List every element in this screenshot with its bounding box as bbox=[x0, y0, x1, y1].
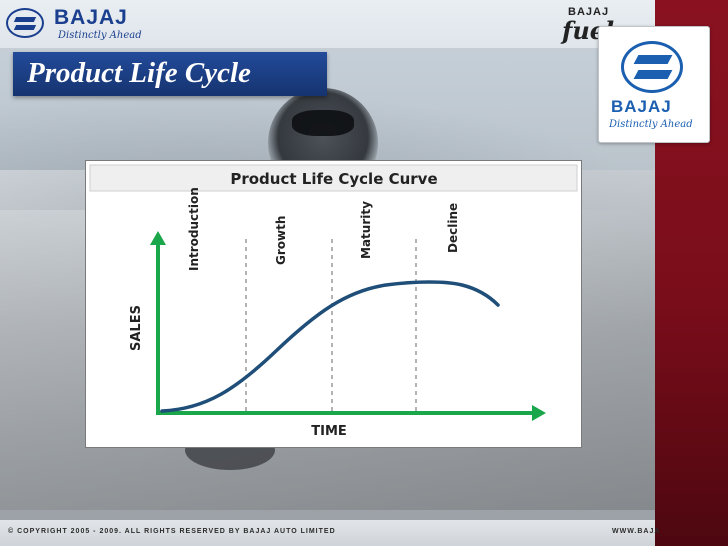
y-axis-arrow-icon bbox=[150, 231, 166, 245]
bajaj-logo-word: BAJAJ bbox=[54, 6, 128, 29]
bajaj-card-word: BAJAJ bbox=[611, 97, 672, 116]
slide-title: Product Life Cycle bbox=[27, 57, 251, 89]
footer-website: WWW.BAJA bbox=[612, 528, 661, 535]
bajaj-logo-card: BAJAJ Distinctly Ahead bbox=[598, 26, 710, 143]
bajaj-logo-tagline: Distinctly Ahead bbox=[58, 30, 142, 41]
stage-label-introduction: Introduction bbox=[187, 187, 201, 271]
slide-title-bar: Product Life Cycle bbox=[13, 52, 327, 96]
y-axis-label: SALES bbox=[129, 305, 144, 351]
background-rider-visor bbox=[292, 110, 354, 136]
product-life-cycle-chart: Product Life Cycle Curve Introduction Grow… bbox=[89, 164, 578, 439]
bajaj-logo: BAJAJ Distinctly Ahead bbox=[6, 6, 146, 46]
bajaj-card-mark-icon bbox=[621, 41, 683, 93]
stage-label-growth: Growth bbox=[274, 216, 288, 265]
stage-label-maturity: Maturity bbox=[359, 201, 373, 259]
chart-title-band bbox=[89, 164, 578, 192]
brand-right-word: BAJAJ bbox=[568, 6, 610, 18]
header-band: BAJAJ Distinctly Ahead BAJAJ fuel bbox=[0, 0, 655, 49]
bajaj-card-tagline: Distinctly Ahead bbox=[609, 119, 693, 130]
x-axis-label: TIME bbox=[311, 424, 347, 439]
footer: © COPYRIGHT 2005 - 2009. ALL RIGHTS RESE… bbox=[0, 520, 659, 546]
chart-title: Product Life Cycle Curve bbox=[230, 170, 437, 188]
footer-copyright: © COPYRIGHT 2005 - 2009. ALL RIGHTS RESE… bbox=[8, 528, 336, 535]
chart-card: Product Life Cycle Curve Introduction Grow… bbox=[85, 160, 582, 448]
stage-label-decline: Decline bbox=[446, 203, 460, 253]
sales-curve bbox=[160, 280, 500, 413]
x-axis-arrow-icon bbox=[532, 405, 546, 421]
bajaj-logo-mark-icon bbox=[6, 8, 44, 38]
